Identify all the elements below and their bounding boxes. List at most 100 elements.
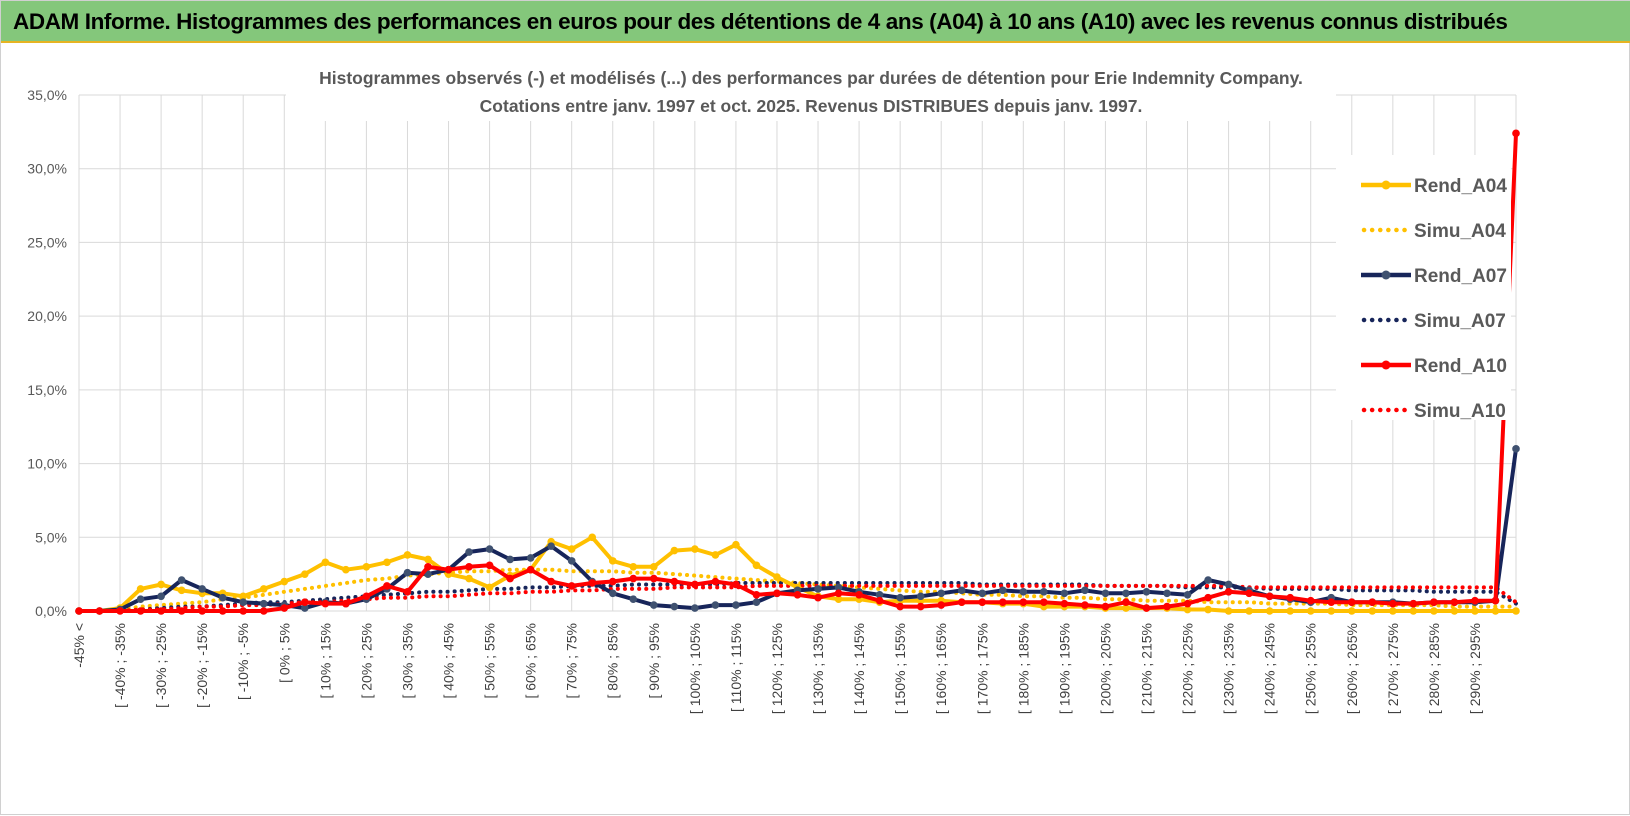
data-point — [526, 565, 535, 574]
data-point — [1060, 589, 1069, 598]
data-point — [136, 585, 145, 593]
data-point — [1142, 588, 1151, 596]
data-point — [608, 589, 617, 598]
data-point — [383, 558, 391, 567]
x-tick-label: [ 110% ; 115% — [728, 623, 744, 712]
data-point — [1347, 598, 1356, 606]
x-tick-label: [ 240% ; 245% — [1262, 623, 1278, 714]
y-tick-label: 0,0% — [35, 603, 67, 619]
y-tick-label: 25,0% — [27, 234, 67, 250]
data-point — [567, 582, 576, 590]
data-point — [218, 593, 227, 602]
data-point — [506, 555, 514, 564]
data-point — [1183, 605, 1192, 614]
data-point — [629, 574, 638, 583]
data-point — [670, 546, 679, 555]
x-tick-label: [ 200% ; 205% — [1097, 623, 1113, 714]
data-point — [485, 545, 494, 553]
data-point — [1224, 580, 1233, 589]
data-point — [834, 595, 843, 604]
series-Simu_A04 — [77, 567, 1518, 613]
x-tick-label: [ 120% ; 125% — [769, 623, 785, 714]
series-line — [79, 133, 1518, 613]
data-point — [342, 599, 350, 608]
data-point — [875, 596, 884, 605]
series-Rend_A10 — [75, 129, 1520, 615]
data-point — [177, 576, 186, 584]
legend-item: Rend_A10 — [1361, 356, 1507, 377]
x-tick-label: [ -30% ; -25% — [153, 623, 169, 708]
data-point — [1409, 607, 1418, 615]
data-point — [1471, 596, 1479, 605]
data-point — [1450, 598, 1459, 606]
data-point — [1183, 590, 1192, 599]
data-point — [1491, 596, 1500, 605]
x-tick-label: [ 100% ; 105% — [687, 623, 703, 714]
x-tick-label: [ 230% ; 235% — [1221, 623, 1237, 714]
legend-item: Simu_A10 — [1361, 401, 1506, 422]
data-point — [691, 604, 699, 612]
data-point — [937, 601, 945, 609]
data-point — [629, 595, 638, 604]
data-point — [136, 607, 145, 615]
x-tick-label: [ 220% ; 225% — [1180, 623, 1196, 714]
data-point — [1286, 593, 1294, 602]
data-point — [1122, 604, 1130, 612]
data-point — [403, 588, 412, 596]
data-point — [608, 557, 617, 565]
data-point — [978, 589, 987, 598]
legend-item: Rend_A04 — [1361, 176, 1507, 197]
data-point — [1019, 588, 1028, 596]
data-point — [383, 582, 391, 590]
x-tick-label: [ -20% ; -15% — [194, 623, 210, 708]
data-point — [957, 586, 966, 595]
x-tick-label: [ 30% ; 35% — [399, 623, 415, 699]
legend-marker — [1381, 270, 1391, 280]
data-point — [1368, 607, 1377, 615]
data-point — [629, 562, 638, 571]
x-tick-label: [ 190% ; 195% — [1056, 623, 1072, 714]
data-point — [301, 604, 309, 612]
data-point — [177, 607, 186, 615]
data-point — [916, 592, 925, 601]
data-point — [732, 601, 740, 609]
data-point — [362, 562, 371, 571]
data-point — [465, 574, 473, 583]
data-point — [1060, 599, 1069, 608]
data-point — [1512, 445, 1520, 453]
x-tick-label: [ 290% ; 295% — [1467, 623, 1483, 714]
data-point — [157, 592, 165, 601]
data-point — [1430, 607, 1438, 615]
data-point — [1306, 607, 1315, 615]
data-point — [834, 583, 843, 592]
data-point — [1122, 589, 1130, 598]
x-tick-label: [ -40% ; -35% — [112, 623, 128, 708]
data-point — [567, 545, 576, 553]
data-point — [670, 577, 679, 586]
data-point — [321, 558, 330, 567]
x-tick-label: [ 210% ; 215% — [1138, 623, 1154, 714]
x-tick-label: [ 150% ; 155% — [892, 623, 908, 714]
x-tick-label: [ 130% ; 135% — [810, 623, 826, 714]
data-point — [1142, 604, 1151, 612]
legend-label: Rend_A04 — [1414, 176, 1507, 197]
y-tick-label: 15,0% — [27, 382, 67, 398]
data-point — [259, 607, 268, 615]
y-tick-label: 5,0% — [35, 529, 67, 545]
data-point — [711, 577, 720, 586]
data-point — [978, 598, 987, 606]
legend-label: Simu_A10 — [1414, 401, 1506, 422]
legend-marker — [1381, 360, 1391, 370]
data-point — [157, 607, 165, 615]
data-point — [752, 590, 761, 599]
x-tick-label: [ 160% ; 165% — [933, 623, 949, 714]
data-point — [773, 589, 781, 598]
data-point — [834, 589, 843, 598]
y-tick-label: 30,0% — [27, 161, 67, 177]
x-tick-label: [ 40% ; 45% — [441, 623, 457, 699]
x-tick-label: [ 0% ; 5% — [276, 623, 292, 683]
data-point — [1471, 607, 1479, 615]
x-tick-label: [ 170% ; 175% — [974, 623, 990, 714]
data-point — [1347, 607, 1356, 615]
data-point — [1101, 589, 1110, 598]
